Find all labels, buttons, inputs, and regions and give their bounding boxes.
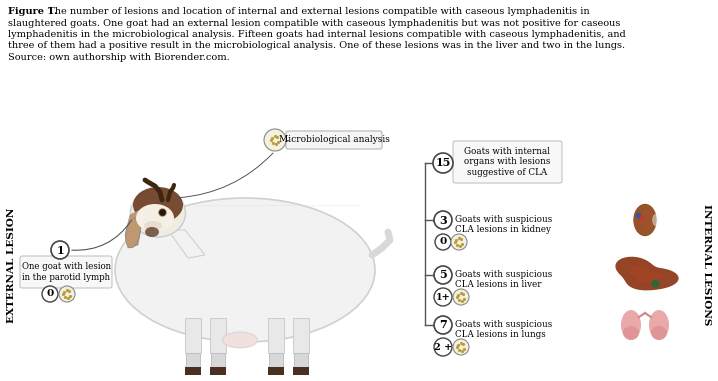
Text: lymphadenitis in the microbiological analysis. Fifteen goats had internal lesion: lymphadenitis in the microbiological ana…: [8, 30, 626, 39]
Bar: [210, 318, 226, 353]
Text: Goats with internal
organs with lesions
suggestive of CLA: Goats with internal organs with lesions …: [465, 147, 551, 177]
Circle shape: [434, 316, 452, 334]
Bar: [185, 367, 201, 375]
Text: Goats with suspicious
CLA lesions in kidney: Goats with suspicious CLA lesions in kid…: [455, 215, 552, 234]
Ellipse shape: [623, 326, 639, 340]
Bar: [293, 367, 309, 375]
Polygon shape: [615, 257, 679, 290]
Ellipse shape: [131, 189, 185, 237]
Text: Goats with suspicious
CLA lesions in lungs: Goats with suspicious CLA lesions in lun…: [455, 320, 552, 339]
Polygon shape: [168, 230, 205, 258]
Ellipse shape: [621, 310, 641, 340]
Bar: [293, 318, 309, 353]
Ellipse shape: [652, 214, 659, 226]
FancyBboxPatch shape: [286, 131, 382, 149]
Circle shape: [433, 153, 453, 173]
Ellipse shape: [136, 204, 174, 232]
Circle shape: [264, 129, 286, 151]
Text: 7: 7: [439, 320, 447, 330]
Text: slaughtered goats. One goat had an external lesion compatible with caseous lymph: slaughtered goats. One goat had an exter…: [8, 19, 620, 27]
Text: INTERNAL LESIONS: INTERNAL LESIONS: [701, 204, 711, 326]
Text: EXTERNAL LESION: EXTERNAL LESION: [7, 207, 17, 323]
Text: three of them had a positive result in the microbiological analysis. One of thes: three of them had a positive result in t…: [8, 42, 625, 51]
Circle shape: [435, 234, 451, 250]
Text: The number of lesions and location of internal and external lesions compatible w: The number of lesions and location of in…: [45, 7, 589, 16]
Text: 15: 15: [435, 157, 451, 168]
Bar: [268, 367, 284, 375]
Bar: [210, 367, 226, 375]
Circle shape: [453, 289, 469, 305]
Ellipse shape: [115, 198, 375, 342]
Circle shape: [434, 211, 452, 229]
Bar: [294, 353, 308, 368]
Text: One goat with lesion
in the parotid lymph: One goat with lesion in the parotid lymp…: [22, 262, 111, 282]
Bar: [268, 318, 284, 353]
Circle shape: [42, 286, 58, 302]
Ellipse shape: [633, 204, 657, 236]
Ellipse shape: [145, 227, 159, 237]
Ellipse shape: [144, 221, 162, 231]
Text: 1+: 1+: [436, 293, 450, 301]
Circle shape: [51, 241, 69, 259]
Text: Microbiological analysis: Microbiological analysis: [279, 136, 389, 144]
Text: Goats with suspicious
CLA lesions in liver: Goats with suspicious CLA lesions in liv…: [455, 270, 552, 290]
FancyBboxPatch shape: [20, 256, 112, 288]
Text: Figure 1.: Figure 1.: [8, 7, 57, 16]
Bar: [186, 353, 200, 368]
Ellipse shape: [640, 209, 653, 231]
Circle shape: [451, 234, 467, 250]
Ellipse shape: [126, 218, 141, 248]
Text: 0: 0: [47, 290, 54, 298]
Text: Source: own authorship with Biorender.com.: Source: own authorship with Biorender.co…: [8, 53, 230, 62]
Ellipse shape: [133, 187, 183, 223]
Text: 0: 0: [439, 237, 447, 247]
Text: 3: 3: [439, 215, 447, 226]
Bar: [269, 353, 283, 368]
FancyBboxPatch shape: [453, 141, 562, 183]
Ellipse shape: [649, 310, 669, 340]
Text: 5: 5: [439, 269, 447, 280]
Polygon shape: [125, 210, 142, 248]
Circle shape: [434, 288, 452, 306]
Circle shape: [434, 266, 452, 284]
Text: 1: 1: [56, 245, 64, 256]
Polygon shape: [630, 266, 662, 283]
Ellipse shape: [651, 326, 667, 340]
Bar: [211, 353, 225, 368]
Ellipse shape: [223, 332, 258, 348]
Bar: [185, 318, 201, 353]
Circle shape: [453, 339, 469, 355]
Circle shape: [59, 286, 75, 302]
Text: 2 +: 2 +: [434, 343, 452, 352]
Circle shape: [434, 338, 452, 356]
